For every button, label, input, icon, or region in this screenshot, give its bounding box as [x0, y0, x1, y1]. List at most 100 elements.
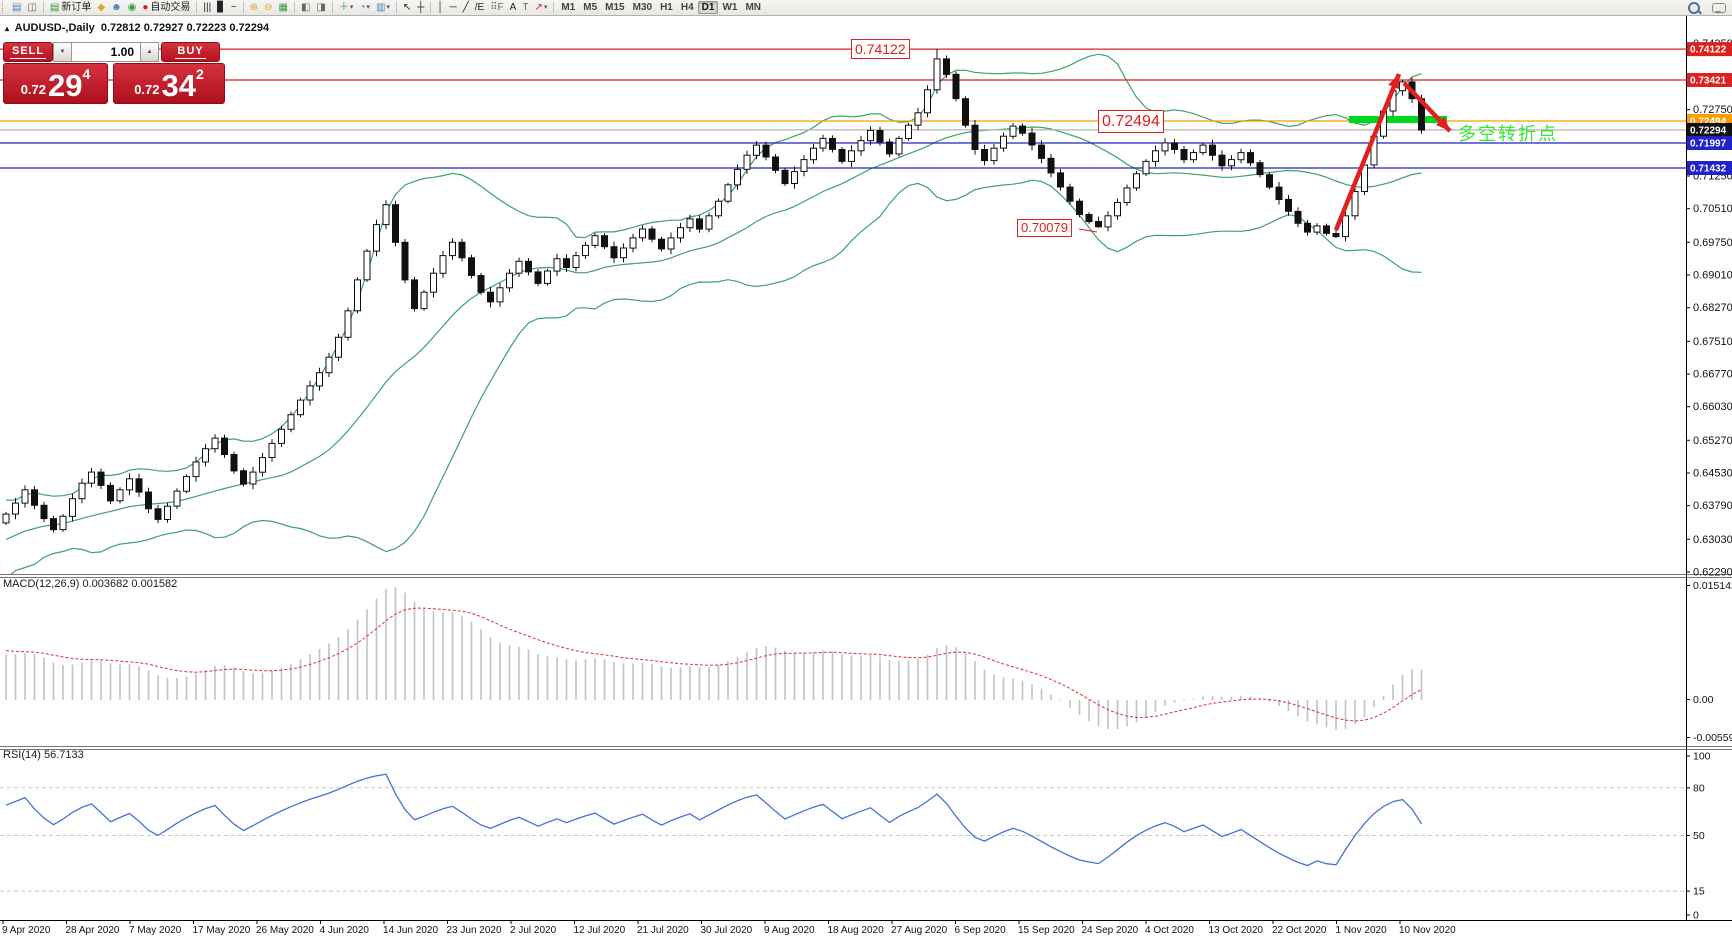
zoom-preview-button[interactable]: ◫: [24, 1, 39, 14]
fibonacci-icon: /E: [474, 2, 485, 13]
svg-text:24 Sep 2020: 24 Sep 2020: [1082, 925, 1139, 936]
zoom-preview-icon: ◫: [27, 2, 37, 13]
price-axis[interactable]: 0.742500.727500.712500.705100.697500.690…: [1686, 38, 1732, 579]
svg-text:0.66770: 0.66770: [1693, 369, 1732, 381]
svg-text:80: 80: [1693, 782, 1705, 794]
buy-button[interactable]: BUY: [161, 42, 220, 62]
period-button[interactable]: ◔ ▾: [356, 1, 373, 14]
new-order-icon: ▤: [49, 2, 60, 13]
profiles-button[interactable]: ☻: [108, 1, 125, 14]
macd-indicator-label: MACD(12,26,9) 0.003682 0.001582: [3, 578, 178, 590]
svg-text:17 May 2020: 17 May 2020: [193, 925, 251, 936]
pane-right-button[interactable]: ◨: [313, 1, 328, 14]
template-button[interactable]: ▥ ▾: [373, 1, 393, 14]
timeframe-button-M1[interactable]: M1: [557, 1, 579, 14]
svg-text:0.68270: 0.68270: [1693, 302, 1732, 314]
highlight-layer[interactable]: [1349, 116, 1447, 123]
timeframe-button-W1[interactable]: W1: [718, 1, 741, 14]
pivot-highlight-bar[interactable]: [1349, 116, 1447, 123]
svg-text:0.69010: 0.69010: [1693, 270, 1732, 282]
crosshair-button[interactable]: ┼: [414, 1, 427, 14]
svg-text:4 Oct 2020: 4 Oct 2020: [1145, 925, 1194, 936]
price-badge-0.74122: 0.74122: [1687, 42, 1732, 57]
candle-chart-button[interactable]: ▊: [214, 1, 228, 14]
macd-axis: 0.015142 0.00 -0.005595: [1686, 580, 1732, 744]
svg-text:7 May 2020: 7 May 2020: [129, 925, 182, 936]
text-label-button[interactable]: T: [519, 1, 531, 14]
chart-title: ▴ AUDUSD-,Daily 0.72812 0.72927 0.72223 …: [5, 22, 269, 34]
cursor-button[interactable]: ↖: [400, 1, 414, 14]
chart-window-button[interactable]: ▤: [9, 1, 24, 14]
svg-text:0.72750: 0.72750: [1693, 104, 1732, 116]
svg-text:0.71432: 0.71432: [1690, 164, 1727, 175]
pivot-price-label[interactable]: 0.72494: [1098, 110, 1164, 133]
add-indicator-button[interactable]: ＋ ▾: [336, 1, 357, 14]
svg-text:22 Oct 2020: 22 Oct 2020: [1272, 925, 1327, 936]
volume-increase-button[interactable]: ▲: [140, 42, 159, 62]
horizontal-line-icon: ─: [449, 2, 457, 13]
window-marker-icon: ▴: [5, 24, 10, 33]
svg-text:9 Apr 2020: 9 Apr 2020: [2, 925, 51, 936]
resistance-price-label[interactable]: 0.74122: [851, 39, 910, 59]
auto-trading-button[interactable]: ● 自动交易: [139, 1, 193, 14]
timeframe-button-M30[interactable]: M30: [629, 1, 656, 14]
timeframe-button-H4[interactable]: H4: [677, 1, 698, 14]
svg-text:2 Jul 2020: 2 Jul 2020: [510, 925, 557, 936]
svg-text:0.72294: 0.72294: [1690, 125, 1727, 136]
styler-button[interactable]: ◆: [94, 1, 108, 14]
timeframe-button-M5[interactable]: M5: [579, 1, 601, 14]
pane-left-button[interactable]: ◧: [298, 1, 313, 14]
svg-text:0.66030: 0.66030: [1693, 401, 1732, 413]
svg-text:0: 0: [1693, 910, 1699, 922]
trendline-button[interactable]: ╱: [460, 1, 472, 14]
bar-chart-button[interactable]: |||: [200, 1, 214, 14]
chat-icon[interactable]: [1712, 2, 1726, 14]
zoom-out-button[interactable]: ⊖: [261, 1, 275, 14]
toolbar-grip[interactable]: [2, 2, 7, 13]
svg-text:15 Sep 2020: 15 Sep 2020: [1018, 925, 1075, 936]
divider: [553, 2, 555, 13]
text-button[interactable]: A: [507, 1, 520, 14]
volume-input[interactable]: [72, 42, 140, 62]
symbol-ohlc: 0.72812 0.72927 0.72223 0.72294: [100, 22, 270, 34]
svg-text:0.69750: 0.69750: [1693, 237, 1732, 249]
time-axis[interactable]: 9 Apr 2020 28 Apr 2020 7 May 2020 17 May 20…: [2, 920, 1456, 936]
signal-icon: ◉: [127, 2, 137, 13]
sell-button[interactable]: SELL: [3, 42, 53, 62]
timeframe-button-H1[interactable]: H1: [656, 1, 677, 14]
volume-decrease-button[interactable]: ▼: [53, 42, 72, 62]
timeframe-button-MN[interactable]: MN: [741, 1, 765, 14]
up-trend-arrow[interactable]: [1333, 72, 1405, 231]
chevron-down-icon: ▾: [386, 4, 390, 11]
signals-button[interactable]: ◉: [125, 1, 140, 14]
pivot-note-text[interactable]: 多空转折点: [1458, 124, 1558, 144]
buy-price-base: 0.72: [134, 82, 160, 97]
zoom-in-button[interactable]: ⊕: [247, 1, 261, 14]
crosshair-icon: ┼: [417, 2, 425, 13]
svg-text:15: 15: [1693, 886, 1705, 898]
line-chart-button[interactable]: ~: [228, 1, 240, 14]
timeframe-button-D1[interactable]: D1: [697, 1, 719, 14]
tile-windows-button[interactable]: ▦: [276, 1, 291, 14]
low-price-label[interactable]: 0.70079: [1017, 219, 1072, 237]
svg-text:0.015142: 0.015142: [1693, 580, 1732, 592]
hline-button[interactable]: ─: [447, 1, 460, 14]
sell-price-button[interactable]: 0.72 29 4: [3, 63, 108, 104]
fibonacci-button[interactable]: /E: [472, 1, 487, 14]
vline-button[interactable]: │: [434, 1, 446, 14]
text-label-icon: T: [522, 2, 529, 13]
search-icon[interactable]: [1688, 1, 1700, 14]
buy-button-label: BUY: [175, 45, 206, 59]
arrows-button[interactable]: ↗ ▾: [531, 1, 550, 14]
new-order-button[interactable]: ▤ 新订单: [47, 1, 94, 14]
buy-price-button[interactable]: 0.72 34 2: [113, 63, 225, 104]
toolbar-right: [1688, 1, 1732, 14]
down-trend-arrow[interactable]: [1402, 81, 1454, 135]
vertical-line-icon: │: [437, 2, 444, 13]
sell-button-label: SELL: [9, 45, 47, 59]
grid-button[interactable]: ⠿F: [487, 1, 506, 14]
svg-text:0.71997: 0.71997: [1690, 139, 1727, 150]
timeframe-button-M15[interactable]: M15: [601, 1, 628, 14]
